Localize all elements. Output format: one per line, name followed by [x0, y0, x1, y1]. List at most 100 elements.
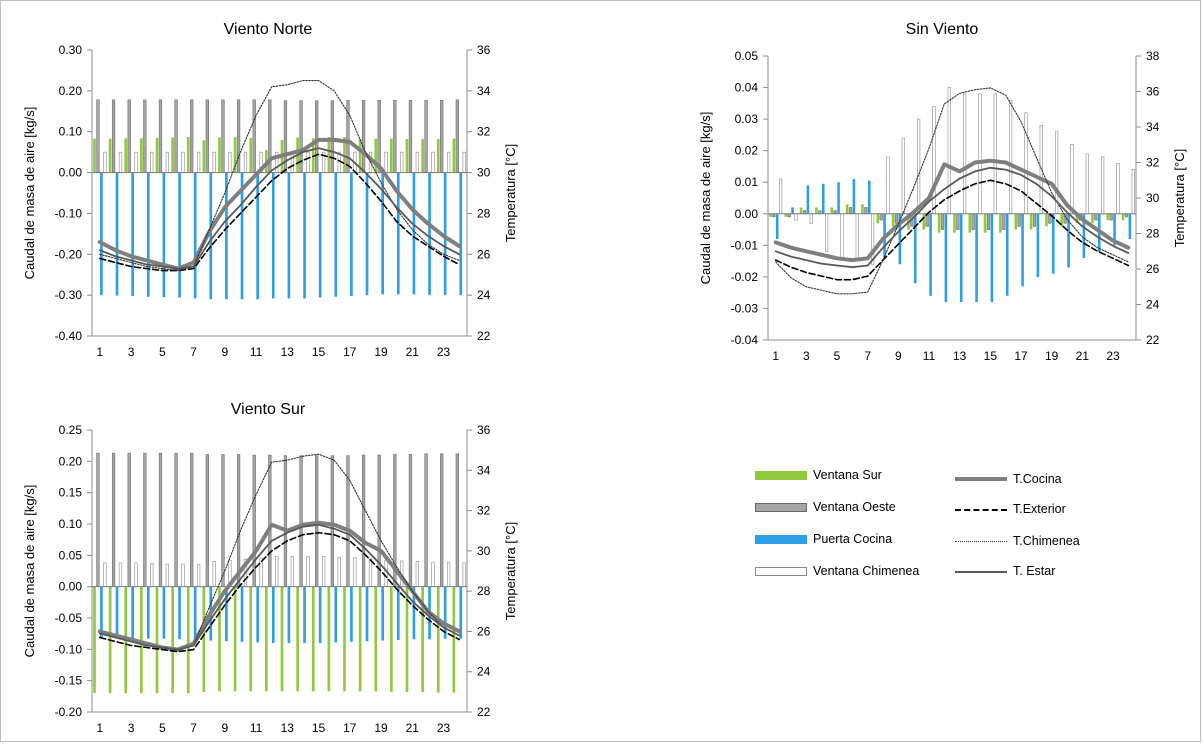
bar-puerta-cocina — [318, 586, 322, 644]
y-axis-label-left: Caudal de masa de aire [kg/s] — [22, 485, 37, 658]
bar-ventana-sur — [233, 137, 237, 173]
bar-ventana-sur — [452, 138, 456, 173]
y-tick-label-left: 0.20 — [59, 84, 83, 98]
bar-puerta-cocina — [852, 179, 856, 214]
line-t-cocina — [97, 137, 462, 271]
bar-ventana-sur — [343, 137, 346, 173]
x-tick-label: 23 — [1106, 349, 1120, 363]
bar-ventana-sur — [1121, 213, 1125, 221]
y-tick-label-left: -0.04 — [731, 333, 759, 347]
bar-ventana-sur — [421, 139, 424, 173]
y-tick-label-left: 0.30 — [59, 43, 83, 57]
y-tick-label-right: 22 — [477, 329, 491, 343]
bar-puerta-cocina — [225, 172, 228, 300]
bar-puerta-cocina — [396, 586, 400, 640]
x-tick-label: 3 — [128, 721, 135, 735]
bar-ventana-chimenea — [446, 151, 451, 173]
bar-ventana-oeste — [1109, 213, 1113, 221]
bar-ventana-chimenea — [212, 151, 216, 173]
chart-viento-sur: Viento Sur 0.25 0.20 0.15 0.10 0.05 0.00 -0.05 -… — [22, 401, 518, 735]
bar-ventana-oeste — [879, 213, 883, 221]
bar-puerta-cocina — [459, 172, 463, 296]
bar-ventana-sur — [202, 586, 206, 692]
bar-ventana-chimenea — [118, 151, 123, 173]
bar-ventana-oeste — [1094, 213, 1098, 221]
bar-ventana-oeste — [236, 454, 241, 587]
bar-ventana-oeste — [1032, 213, 1037, 227]
y-tick-label-left: -0.03 — [731, 301, 759, 315]
y-tick-label-right: 30 — [1146, 191, 1160, 205]
bar-puerta-cocina — [1082, 213, 1086, 258]
bar-ventana-oeste — [283, 455, 288, 587]
bar-ventana-sur — [140, 138, 143, 173]
bar-ventana-oeste — [174, 452, 178, 587]
bar-puerta-cocina — [193, 172, 197, 299]
bar-ventana-oeste — [455, 99, 459, 173]
bar-ventana-oeste — [96, 452, 100, 587]
bar-ventana-sur — [953, 213, 956, 233]
bar-puerta-cocina — [396, 172, 400, 295]
bar-ventana-sur — [436, 139, 440, 173]
y-tick-label-left: -0.20 — [55, 705, 83, 719]
bar-puerta-cocina — [334, 172, 338, 297]
bar-puerta-cocina — [350, 586, 353, 642]
bar-puerta-cocina — [821, 183, 825, 214]
bar-ventana-chimenea — [1131, 169, 1135, 215]
bar-ventana-sur — [861, 204, 864, 214]
y-tick-label-right: 26 — [477, 247, 491, 261]
bar-ventana-sur — [1014, 213, 1018, 230]
bar-ventana-chimenea — [368, 558, 373, 587]
bar-puerta-cocina — [100, 172, 103, 296]
y-tick-label-right: 32 — [477, 504, 491, 518]
bar-ventana-chimenea — [840, 213, 844, 259]
bar-ventana-sur — [1075, 213, 1079, 224]
bar-puerta-cocina — [256, 172, 259, 300]
y-axis-label-left: Caudal de masa de aire [kg/s] — [22, 107, 37, 280]
bar-ventana-sur — [155, 137, 159, 173]
bar-ventana-oeste — [315, 100, 319, 173]
bar-ventana-chimenea — [384, 151, 388, 173]
bar-ventana-chimenea — [794, 213, 798, 221]
bar-puerta-cocina — [193, 586, 197, 640]
bar-ventana-chimenea — [1039, 125, 1043, 215]
bar-puerta-cocina — [162, 172, 166, 298]
legend-swatch-puerta-cocina — [755, 535, 807, 544]
bar-ventana-sur — [922, 213, 926, 230]
bar-ventana-chimenea — [196, 564, 201, 587]
x-tick-label: 9 — [221, 345, 228, 359]
y-tick-label-left: 0.00 — [59, 580, 83, 594]
bar-ventana-chimenea — [165, 563, 169, 587]
bar-puerta-cocina — [898, 213, 902, 265]
x-tick-label: 21 — [406, 721, 420, 735]
bar-puerta-cocina — [913, 213, 917, 284]
legend-line-t-exterior — [955, 509, 1007, 511]
bar-ventana-chimenea — [150, 563, 154, 587]
bar-ventana-chimenea — [165, 151, 169, 173]
bar-puerta-cocina — [929, 213, 932, 296]
bar-puerta-cocina — [131, 172, 134, 296]
bar-ventana-chimenea — [901, 137, 905, 215]
bar-puerta-cocina — [1005, 213, 1009, 296]
bar-ventana-chimenea — [1101, 156, 1105, 215]
bar-puerta-cocina — [1113, 213, 1116, 246]
bar-ventana-sur — [799, 207, 803, 214]
y-tick-label-right: 36 — [477, 423, 491, 437]
bar-ventana-sur — [358, 586, 362, 692]
bar-ventana-sur — [374, 586, 378, 692]
bar-puerta-cocina — [146, 586, 150, 639]
y-tick-label-left: 0.20 — [59, 454, 83, 468]
chart-sin-viento: Sin Viento 0.05 0.04 0.03 0.02 0.01 0.00 -0.01 -… — [698, 21, 1187, 363]
bar-ventana-oeste — [252, 99, 256, 173]
bar-ventana-sur — [390, 138, 393, 173]
bar-puerta-cocina — [115, 586, 119, 639]
bar-ventana-chimenea — [134, 562, 138, 587]
bar-puerta-cocina — [791, 207, 794, 214]
x-tick-label: 9 — [221, 721, 228, 735]
y-tick-label-right: 30 — [477, 166, 491, 180]
bar-puerta-cocina — [178, 586, 181, 640]
bar-ventana-oeste — [190, 99, 194, 173]
chart-title: Sin Viento — [906, 21, 979, 38]
y-tick-label-right: 32 — [1146, 156, 1160, 170]
bar-puerta-cocina — [412, 586, 416, 640]
